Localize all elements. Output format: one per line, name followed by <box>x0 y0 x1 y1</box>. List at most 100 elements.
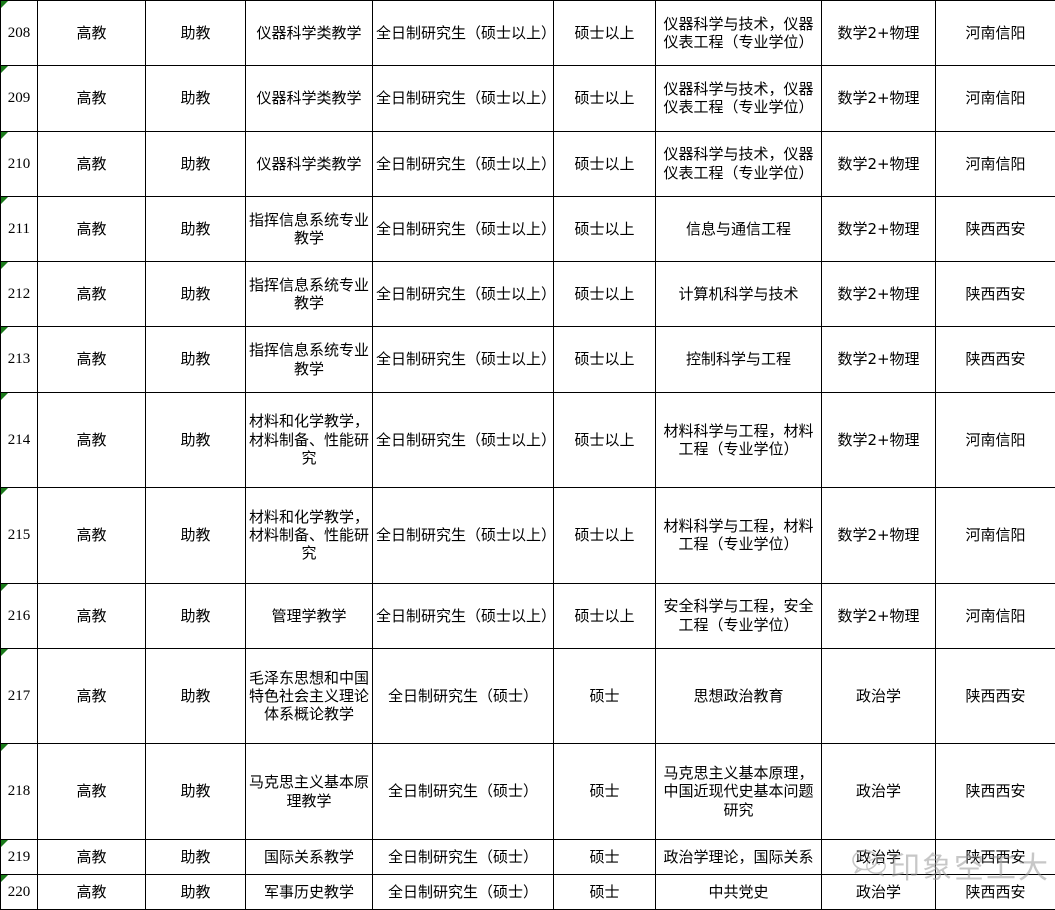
cell-direction[interactable]: 指挥信息系统专业教学 <box>245 195 373 263</box>
cell-degree[interactable]: 硕士 <box>553 647 656 745</box>
table-row[interactable]: 219 高教 助教 国际关系教学 全日制研究生（硕士） 硕士 政治学理论，国际关系 政治学 陕西… <box>0 838 1055 875</box>
table-row[interactable]: 212 高教 助教 指挥信息系统专业教学 全日制研究生（硕士以上） 硕士以上 计算机科学与技… <box>0 261 1055 328</box>
cell-location[interactable]: 陕西西安 <box>935 838 1055 875</box>
cell-category[interactable]: 高教 <box>37 838 146 875</box>
cell-direction[interactable]: 指挥信息系统专业教学 <box>245 261 373 328</box>
cell-degree[interactable]: 硕士以上 <box>553 326 656 393</box>
cell-major[interactable]: 仪器科学与技术，仪器仪表工程（专业学位） <box>655 65 822 132</box>
cell-direction[interactable]: 军事历史教学 <box>245 873 373 910</box>
cell-title[interactable]: 助教 <box>145 873 246 910</box>
cell-category[interactable]: 高教 <box>37 647 146 745</box>
cell-location[interactable]: 陕西西安 <box>935 195 1055 263</box>
cell-title[interactable]: 助教 <box>145 582 246 649</box>
cell-degree[interactable]: 硕士以上 <box>553 195 656 263</box>
cell-education[interactable]: 全日制研究生（硕士以上） <box>372 130 556 197</box>
cell-major[interactable]: 安全科学与工程，安全工程（专业学位） <box>655 582 822 649</box>
cell-category[interactable]: 高教 <box>37 130 146 197</box>
cell-education[interactable]: 全日制研究生（硕士以上） <box>372 582 556 649</box>
cell-no[interactable]: 210 <box>0 130 38 197</box>
cell-location[interactable]: 陕西西安 <box>935 873 1055 910</box>
cell-direction[interactable]: 仪器科学类教学 <box>245 130 373 197</box>
cell-no[interactable]: 209 <box>0 65 38 132</box>
cell-education[interactable]: 全日制研究生（硕士以上） <box>372 65 556 132</box>
cell-location[interactable]: 河南信阳 <box>935 582 1055 649</box>
cell-category[interactable]: 高教 <box>37 873 146 910</box>
cell-exam[interactable]: 数学2+物理 <box>821 261 936 328</box>
cell-major[interactable]: 仪器科学与技术，仪器仪表工程（专业学位） <box>655 0 822 67</box>
cell-major[interactable]: 计算机科学与技术 <box>655 261 822 328</box>
cell-education[interactable]: 全日制研究生（硕士） <box>372 743 554 840</box>
cell-category[interactable]: 高教 <box>37 582 146 649</box>
cell-category[interactable]: 高教 <box>37 261 146 328</box>
table-row[interactable]: 220 高教 助教 军事历史教学 全日制研究生（硕士） 硕士 中共党史 政治学 陕西西安 <box>0 873 1055 910</box>
cell-exam[interactable]: 数学2+物理 <box>821 0 936 67</box>
cell-degree[interactable]: 硕士以上 <box>553 391 656 489</box>
cell-direction[interactable]: 仪器科学类教学 <box>245 0 373 67</box>
table-row[interactable]: 213 高教 助教 指挥信息系统专业教学 全日制研究生（硕士以上） 硕士以上 控制科学与工程… <box>0 326 1055 393</box>
cell-education[interactable]: 全日制研究生（硕士） <box>372 647 554 745</box>
cell-direction[interactable]: 马克思主义基本原理教学 <box>245 743 373 840</box>
cell-category[interactable]: 高教 <box>37 326 146 393</box>
cell-location[interactable]: 河南信阳 <box>935 391 1055 489</box>
cell-degree[interactable]: 硕士以上 <box>553 130 656 197</box>
cell-title[interactable]: 助教 <box>145 261 246 328</box>
cell-education[interactable]: 全日制研究生（硕士以上） <box>372 391 556 489</box>
cell-exam[interactable]: 数学2+物理 <box>821 195 936 263</box>
cell-major[interactable]: 政治学理论，国际关系 <box>655 838 822 875</box>
cell-category[interactable]: 高教 <box>37 65 146 132</box>
cell-exam[interactable]: 数学2+物理 <box>821 487 936 584</box>
cell-direction[interactable]: 材料和化学教学，材料制备、性能研究 <box>245 487 373 584</box>
cell-location[interactable]: 河南信阳 <box>935 65 1055 132</box>
cell-location[interactable]: 陕西西安 <box>935 647 1055 745</box>
cell-title[interactable]: 助教 <box>145 65 246 132</box>
cell-major[interactable]: 马克思主义基本原理，中国近现代史基本问题研究 <box>655 743 822 840</box>
cell-degree[interactable]: 硕士以上 <box>553 487 656 584</box>
cell-title[interactable]: 助教 <box>145 195 246 263</box>
cell-exam[interactable]: 政治学 <box>821 647 936 745</box>
cell-exam[interactable]: 数学2+物理 <box>821 326 936 393</box>
cell-location[interactable]: 陕西西安 <box>935 743 1055 840</box>
cell-education[interactable]: 全日制研究生（硕士以上） <box>372 326 556 393</box>
cell-degree[interactable]: 硕士 <box>553 838 656 875</box>
cell-direction[interactable]: 国际关系教学 <box>245 838 373 875</box>
cell-exam[interactable]: 数学2+物理 <box>821 65 936 132</box>
table-row[interactable]: 214 高教 助教 材料和化学教学，材料制备、性能研究 全日制研究生（硕士以上） 硕士以上… <box>0 391 1055 489</box>
table-row[interactable]: 210 高教 助教 仪器科学类教学 全日制研究生（硕士以上） 硕士以上 仪器科学与技术，仪器… <box>0 130 1055 197</box>
cell-location[interactable]: 河南信阳 <box>935 487 1055 584</box>
cell-major[interactable]: 仪器科学与技术，仪器仪表工程（专业学位） <box>655 130 822 197</box>
cell-direction[interactable]: 指挥信息系统专业教学 <box>245 326 373 393</box>
cell-title[interactable]: 助教 <box>145 647 246 745</box>
cell-no[interactable]: 208 <box>0 0 38 67</box>
cell-no[interactable]: 219 <box>0 838 38 875</box>
cell-title[interactable]: 助教 <box>145 326 246 393</box>
cell-major[interactable]: 中共党史 <box>655 873 822 910</box>
cell-major[interactable]: 思想政治教育 <box>655 647 822 745</box>
cell-no[interactable]: 216 <box>0 582 38 649</box>
cell-no[interactable]: 214 <box>0 391 38 489</box>
cell-title[interactable]: 助教 <box>145 487 246 584</box>
cell-category[interactable]: 高教 <box>37 487 146 584</box>
cell-title[interactable]: 助教 <box>145 130 246 197</box>
cell-no[interactable]: 211 <box>0 195 38 263</box>
cell-category[interactable]: 高教 <box>37 391 146 489</box>
cell-exam[interactable]: 政治学 <box>821 743 936 840</box>
cell-education[interactable]: 全日制研究生（硕士以上） <box>372 195 556 263</box>
cell-education[interactable]: 全日制研究生（硕士以上） <box>372 0 556 67</box>
cell-degree[interactable]: 硕士 <box>553 743 656 840</box>
cell-degree[interactable]: 硕士以上 <box>553 582 656 649</box>
cell-exam[interactable]: 数学2+物理 <box>821 391 936 489</box>
cell-direction[interactable]: 管理学教学 <box>245 582 373 649</box>
cell-category[interactable]: 高教 <box>37 195 146 263</box>
cell-category[interactable]: 高教 <box>37 0 146 67</box>
cell-exam[interactable]: 政治学 <box>821 873 936 910</box>
table-row[interactable]: 218 高教 助教 马克思主义基本原理教学 全日制研究生（硕士） 硕士 马克思主义基本原理，… <box>0 743 1055 840</box>
cell-degree[interactable]: 硕士 <box>553 873 656 910</box>
cell-exam[interactable]: 数学2+物理 <box>821 130 936 197</box>
cell-location[interactable]: 河南信阳 <box>935 130 1055 197</box>
cell-title[interactable]: 助教 <box>145 743 246 840</box>
cell-exam[interactable]: 数学2+物理 <box>821 582 936 649</box>
table-row[interactable]: 216 高教 助教 管理学教学 全日制研究生（硕士以上） 硕士以上 安全科学与工程，安全工程… <box>0 582 1055 649</box>
cell-degree[interactable]: 硕士以上 <box>553 65 656 132</box>
cell-no[interactable]: 212 <box>0 261 38 328</box>
table-row[interactable]: 209 高教 助教 仪器科学类教学 全日制研究生（硕士以上） 硕士以上 仪器科学与技术，仪器… <box>0 65 1055 132</box>
